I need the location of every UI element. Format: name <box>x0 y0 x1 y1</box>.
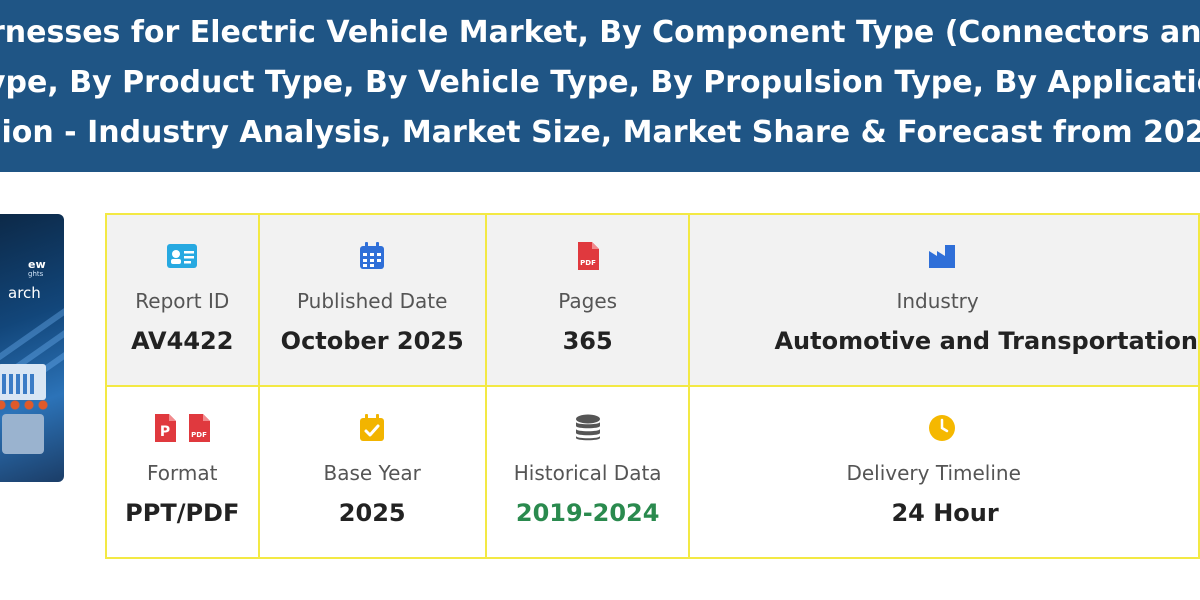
report-id-value: AV4422 <box>131 327 234 355</box>
base-year-label: Base Year <box>323 461 421 485</box>
industry-value: Automotive and Transportation <box>774 327 1198 355</box>
title-line-1: rnesses for Electric Vehicle Market, By … <box>0 15 1200 50</box>
published-date-cell: Published Date October 2025 <box>257 213 487 387</box>
pages-label: Pages <box>558 289 618 313</box>
cover-text-3: arch <box>8 284 41 302</box>
historical-data-cell: Historical Data 2019-2024 <box>484 385 691 559</box>
cover-text-2: ghts <box>28 270 44 278</box>
title-line-2: ype, By Product Type, By Vehicle Type, B… <box>0 65 1200 100</box>
ppt-file-icon: P <box>155 414 177 442</box>
svg-text:PDF: PDF <box>580 259 596 267</box>
delivery-timeline-value: 24 Hour <box>891 499 999 527</box>
base-year-cell: Base Year 2025 <box>257 385 487 559</box>
cover-text-1: ew <box>28 258 46 271</box>
published-date-label: Published Date <box>296 289 448 313</box>
svg-text:P: P <box>160 424 170 440</box>
factory-icon <box>929 245 956 268</box>
calendar-icon <box>360 242 385 269</box>
delivery-timeline-label: Delivery Timeline <box>846 461 1021 485</box>
format-value: PPT/PDF <box>125 499 240 527</box>
report-id-cell: Report ID AV4422 <box>105 213 260 387</box>
base-year-value: 2025 <box>338 499 406 527</box>
format-label: Format <box>147 461 218 485</box>
pages-cell: PDF Pages 365 <box>484 213 691 387</box>
industry-cell: Industry Automotive and Transportation <box>688 213 1200 387</box>
pdf-file-icon: PDF <box>189 414 211 442</box>
report-cover-image: ew ghts arch <box>0 214 64 482</box>
historical-data-label: Historical Data <box>513 461 662 485</box>
delivery-timeline-cell: Delivery Timeline 24 Hour <box>688 385 1200 559</box>
database-icon <box>575 414 600 441</box>
format-cell: P PDF Format PPT/PDF <box>105 385 260 559</box>
title-banner: rnesses for Electric Vehicle Market, By … <box>0 0 1200 172</box>
pages-value: 365 <box>562 327 613 355</box>
industry-label: Industry <box>896 289 979 313</box>
historical-data-value: 2019-2024 <box>515 499 660 527</box>
published-date-value: October 2025 <box>280 327 464 355</box>
clock-icon <box>929 415 956 441</box>
report-info-table: Report ID AV4422 Publishe <box>105 213 1200 559</box>
svg-text:PDF: PDF <box>191 431 207 439</box>
calendar-check-icon <box>360 414 385 441</box>
report-id-label: Report ID <box>135 289 230 313</box>
title-line-3: gion - Industry Analysis, Market Size, M… <box>0 115 1200 150</box>
id-card-icon <box>167 244 198 268</box>
pdf-file-icon: PDF <box>577 242 599 270</box>
